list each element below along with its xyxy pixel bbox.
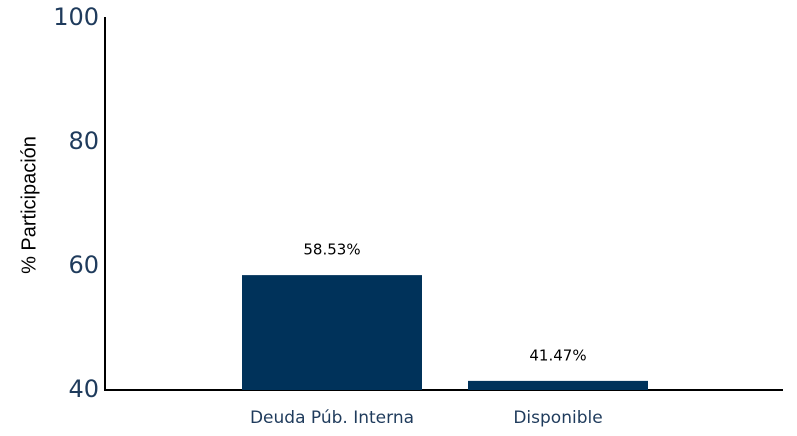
y-tick-label: 40 [68,375,99,403]
y-tick-label: 60 [68,251,99,279]
y-tick-label: 100 [53,3,99,31]
x-tick-label: Deuda Púb. Interna [250,408,414,428]
y-axis-label: % Participación [18,136,40,274]
bar [468,380,648,390]
bar [242,275,422,390]
value-label: 41.47% [529,346,586,364]
y-tick-label: 80 [68,127,99,155]
x-tick-label: Disponible [513,408,602,428]
value-label: 58.53% [303,241,360,259]
